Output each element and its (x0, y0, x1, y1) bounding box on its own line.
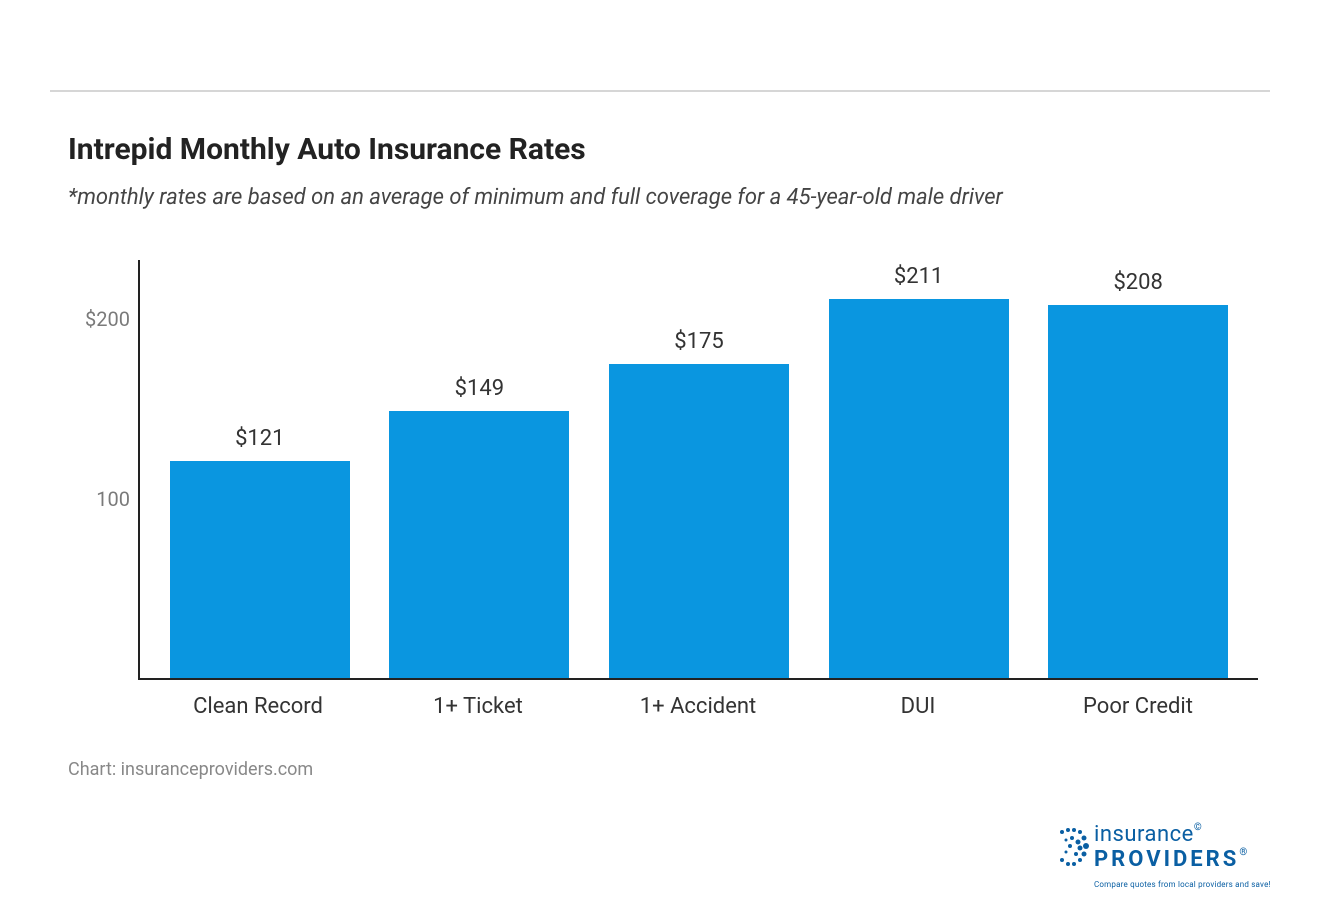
chart-area: $121 $149 $175 $211 $208 100 $200 Clean Recor… (68, 260, 1258, 719)
x-axis-label: 1+ Accident (588, 694, 808, 719)
bar-value-label: $175 (674, 329, 723, 354)
chart-subtitle: *monthly rates are based on an average o… (68, 185, 1270, 210)
chart-credit: Chart: insuranceproviders.com (68, 759, 1270, 780)
bar-slot: $175 (589, 329, 809, 678)
x-axis-label: 1+ Ticket (368, 694, 588, 719)
bars-group: $121 $149 $175 $211 $208 (140, 260, 1258, 678)
logo-text-insurance: insurance (1094, 822, 1194, 847)
plot-area: $121$149$175$211$208 100$200 (138, 260, 1258, 680)
chart-container: Intrepid Monthly Auto Insurance Rates *m… (50, 90, 1270, 780)
x-axis-label: Poor Credit (1028, 694, 1248, 719)
bar (1048, 305, 1228, 678)
y-axis-tick: 100 (70, 487, 130, 511)
chart-title: Intrepid Monthly Auto Insurance Rates (68, 132, 1270, 167)
bar-value-label: $121 (235, 426, 284, 451)
bar (389, 411, 569, 678)
bar-value-label: $149 (455, 376, 504, 401)
bar-slot: $121 (150, 426, 370, 678)
x-axis-label: DUI (808, 694, 1028, 719)
brand-logo: insurance© PROVIDERS® Compare quotes fro… (1060, 822, 1300, 902)
bar (829, 299, 1009, 678)
logo-dots-icon (1054, 826, 1090, 870)
bar-slot: $211 (809, 264, 1029, 678)
bar (609, 364, 789, 678)
bar-slot: $208 (1028, 270, 1248, 678)
bar (170, 461, 350, 678)
x-axis-labels: Clean Record1+ Ticket1+ AccidentDUIPoor … (138, 680, 1258, 719)
logo-text-providers: PROVIDERS (1094, 847, 1239, 872)
y-axis-tick: $200 (70, 307, 130, 331)
bar-value-label: $211 (894, 264, 943, 289)
bar-value-label: $208 (1113, 270, 1162, 295)
bar-slot: $149 (370, 376, 590, 678)
top-divider (50, 90, 1270, 92)
x-axis-label: Clean Record (148, 694, 368, 719)
logo-tagline: Compare quotes from local providers and … (1094, 880, 1271, 889)
